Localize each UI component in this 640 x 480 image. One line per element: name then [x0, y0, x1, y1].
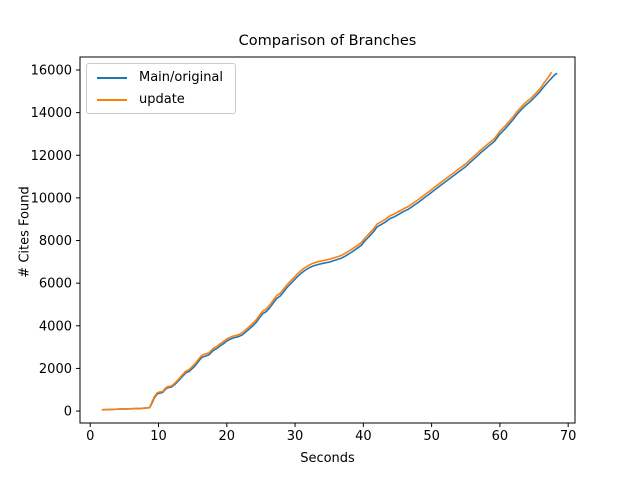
series-line-update [101, 72, 552, 411]
legend-label-main-original: Main/original [139, 70, 224, 85]
chart-title: Comparison of Branches [238, 33, 417, 49]
y-tick-label: 12000 [31, 149, 72, 164]
legend-entry-main-original: Main/original [97, 70, 223, 85]
x-tick-label: 0 [86, 429, 94, 444]
legend-line-swatch-update [97, 98, 127, 101]
x-axis-label: Seconds [300, 451, 355, 466]
legend-entry-update: update [97, 92, 223, 107]
x-tick-label: 50 [423, 429, 440, 444]
x-tick-label: 60 [492, 429, 509, 444]
y-tick-label: 0 [64, 405, 72, 420]
x-tick-label: 10 [150, 429, 167, 444]
y-tick-label: 10000 [31, 191, 72, 206]
x-tick-label: 70 [560, 429, 577, 444]
y-tick-label: 16000 [31, 64, 72, 79]
y-tick-label: 4000 [39, 319, 72, 334]
legend: Main/original update [86, 63, 237, 114]
series-line-main-original [101, 72, 558, 411]
y-tick-label: 8000 [39, 234, 72, 249]
legend-label-update: update [139, 92, 185, 107]
legend-line-swatch-main-original [97, 76, 127, 79]
x-tick-label: 40 [355, 429, 372, 444]
y-tick-label: 2000 [39, 362, 72, 377]
y-axis-label: # Cites Found [17, 186, 33, 278]
plot-frame [79, 56, 576, 424]
y-tick-label: 6000 [39, 277, 72, 292]
x-tick-label: 30 [287, 429, 304, 444]
y-tick-label: 14000 [31, 106, 72, 121]
x-tick-label: 20 [219, 429, 236, 444]
